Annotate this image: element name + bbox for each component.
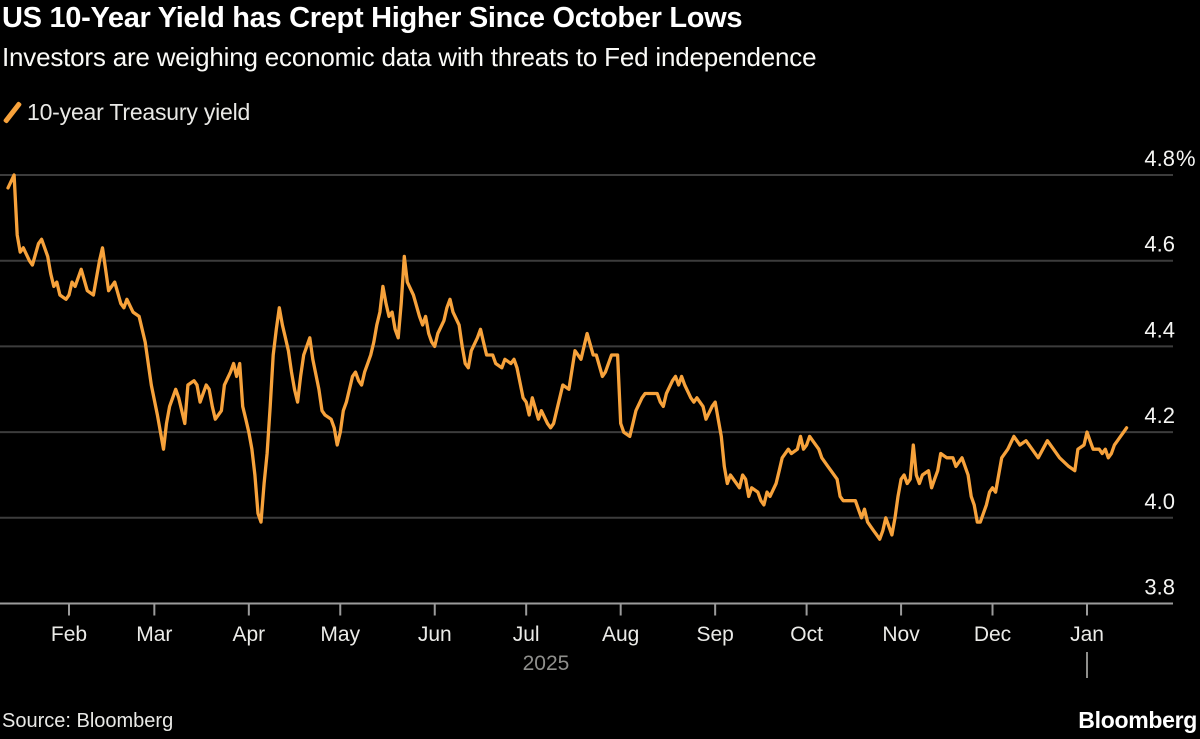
chart-subtitle: Investors are weighing economic data wit… xyxy=(2,42,817,72)
y-axis-label: 4.4 xyxy=(1144,317,1175,342)
y-axis-label: 4.2 xyxy=(1144,403,1175,428)
chart-title: US 10-Year Yield has Crept Higher Since … xyxy=(2,2,743,34)
month-label: Jan xyxy=(1070,623,1104,646)
month-label: Nov xyxy=(882,623,920,646)
source-note: Source: Bloomberg xyxy=(2,710,174,732)
month-label: Dec xyxy=(974,623,1011,646)
month-label: Apr xyxy=(232,623,265,646)
month-label: Sep xyxy=(696,623,733,646)
y-axis-label: 3.8 xyxy=(1144,575,1175,600)
month-label: May xyxy=(320,623,360,646)
y-axis-label: 4.6 xyxy=(1144,232,1175,257)
y-axis-unit-suffix: % xyxy=(1176,146,1196,171)
legend-label: 10-year Treasury yield xyxy=(27,98,251,125)
month-label: Aug xyxy=(602,623,639,646)
yield-line xyxy=(6,173,1129,541)
month-label: Jul xyxy=(513,623,540,646)
legend: 10-year Treasury yield xyxy=(2,97,251,127)
y-axis-label: 4.8 xyxy=(1144,146,1175,171)
year-label: 2025 xyxy=(523,652,570,675)
month-label: Jun xyxy=(418,623,452,646)
month-label: Feb xyxy=(51,623,87,646)
month-label: Mar xyxy=(136,623,172,646)
bloomberg-wordmark: Bloomberg xyxy=(1078,707,1197,733)
month-label: Oct xyxy=(790,623,823,646)
y-axis-label: 4.0 xyxy=(1144,489,1175,514)
